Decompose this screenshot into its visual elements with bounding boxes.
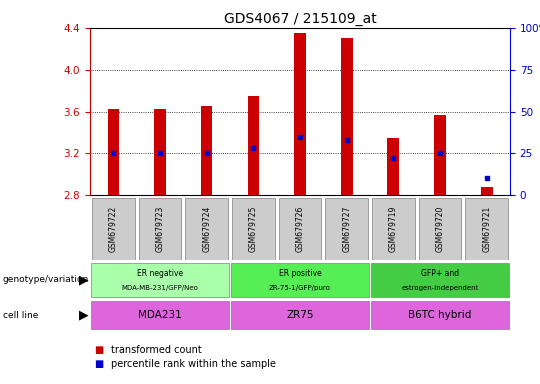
Bar (372, 198, 415, 260)
Text: ER negative: ER negative (137, 269, 183, 278)
Text: GSM679722: GSM679722 (109, 206, 118, 252)
Text: ER positive: ER positive (279, 269, 321, 278)
Text: GSM679727: GSM679727 (342, 206, 351, 252)
Bar (185, 198, 228, 260)
Bar (434, 115, 446, 195)
Text: MDA231: MDA231 (138, 310, 182, 320)
Bar (91, 263, 228, 297)
Text: GFP+ and: GFP+ and (421, 269, 459, 278)
Text: percentile rank within the sample: percentile rank within the sample (111, 359, 276, 369)
Text: GSM679723: GSM679723 (156, 206, 165, 252)
Bar (154, 109, 166, 195)
Text: ▶: ▶ (79, 273, 89, 286)
Text: ■: ■ (94, 345, 104, 355)
Bar (201, 106, 213, 195)
Bar (294, 33, 306, 195)
Text: GSM679720: GSM679720 (435, 206, 444, 252)
Bar (325, 198, 368, 260)
Text: GSM679725: GSM679725 (249, 206, 258, 252)
Bar (92, 198, 135, 260)
Bar (372, 301, 509, 329)
Text: GSM679719: GSM679719 (389, 206, 398, 252)
Bar (232, 263, 369, 297)
Bar (91, 301, 228, 329)
Bar (247, 96, 259, 195)
Text: estrogen-independent: estrogen-independent (401, 285, 478, 291)
Text: ZR-75-1/GFP/puro: ZR-75-1/GFP/puro (269, 285, 331, 291)
Text: GSM679724: GSM679724 (202, 206, 211, 252)
Text: GSM679726: GSM679726 (295, 206, 305, 252)
Text: genotype/variation: genotype/variation (3, 275, 89, 285)
Text: B6TC hybrid: B6TC hybrid (408, 310, 471, 320)
Text: ZR75: ZR75 (286, 310, 314, 320)
Text: ■: ■ (94, 359, 104, 369)
Bar (139, 198, 181, 260)
Text: cell line: cell line (3, 311, 38, 319)
Title: GDS4067 / 215109_at: GDS4067 / 215109_at (224, 12, 376, 26)
Bar (232, 301, 369, 329)
Text: ▶: ▶ (79, 308, 89, 321)
Bar (465, 198, 508, 260)
Text: transformed count: transformed count (111, 345, 201, 355)
Bar (481, 187, 492, 195)
Text: MDA-MB-231/GFP/Neo: MDA-MB-231/GFP/Neo (122, 285, 198, 291)
Bar (341, 38, 353, 195)
Bar (388, 137, 399, 195)
Bar (372, 263, 509, 297)
Bar (418, 198, 462, 260)
Bar (279, 198, 321, 260)
Text: GSM679721: GSM679721 (482, 206, 491, 252)
Bar (107, 109, 119, 195)
Bar (232, 198, 275, 260)
